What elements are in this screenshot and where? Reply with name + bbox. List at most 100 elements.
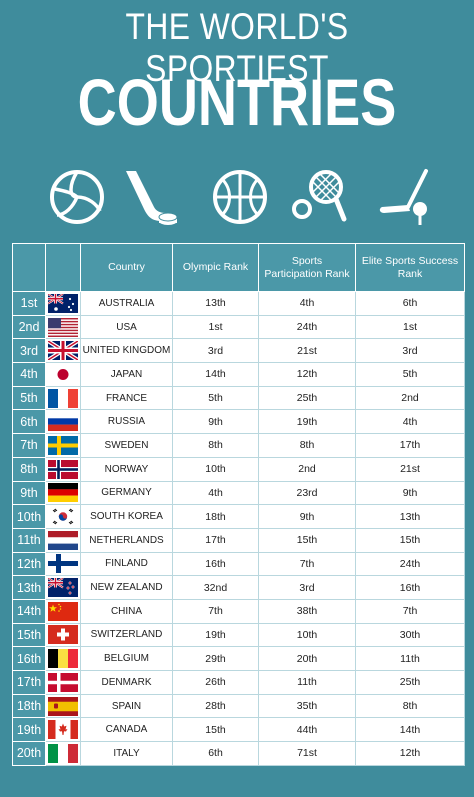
- uk-flag-icon: [48, 341, 78, 361]
- table-row: 7th SWEDEN 8th 8th 17th: [12, 433, 465, 458]
- rank-cell: 9th: [12, 480, 46, 506]
- flag-cell: [45, 693, 81, 719]
- elite-rank-cell: 14th: [355, 717, 465, 743]
- participation-rank-cell: 24th: [258, 314, 356, 340]
- flag-cell: [45, 670, 81, 695]
- usa-flag-icon: [48, 317, 78, 337]
- flag-cell: [45, 598, 81, 624]
- olympic-rank-cell: 29th: [172, 646, 259, 671]
- elite-rank-cell: 12th: [355, 741, 465, 766]
- header-rank: [12, 243, 46, 292]
- basketball-icon: [210, 166, 270, 228]
- rank-cell: 10th: [12, 504, 46, 529]
- elite-rank-cell: 8th: [355, 693, 465, 719]
- participation-rank-cell: 38th: [258, 598, 356, 624]
- rank-cell: 2nd: [12, 314, 46, 340]
- table-row: 16th BELGIUM 29th 20th 11th: [12, 646, 465, 671]
- elite-rank-cell: 21st: [355, 456, 465, 482]
- participation-rank-cell: 12th: [258, 362, 356, 387]
- australia-flag-icon: [48, 293, 78, 313]
- finland-flag-icon: [48, 554, 78, 574]
- southkorea-flag-icon: [48, 507, 78, 527]
- header-participation-rank: Sports Participation Rank: [258, 243, 356, 292]
- rank-cell: 20th: [12, 741, 46, 766]
- elite-rank-cell: 24th: [355, 551, 465, 577]
- olympic-rank-cell: 16th: [172, 551, 259, 577]
- country-cell: DENMARK: [80, 670, 173, 695]
- flag-cell: [45, 314, 81, 340]
- country-cell: JAPAN: [80, 362, 173, 387]
- country-cell: USA: [80, 314, 173, 340]
- rank-cell: 18th: [12, 693, 46, 719]
- olympic-rank-cell: 7th: [172, 598, 259, 624]
- japan-flag-icon: [48, 364, 78, 384]
- germany-flag-icon: [48, 483, 78, 503]
- rank-cell: 19th: [12, 717, 46, 743]
- participation-rank-cell: 71st: [258, 741, 356, 766]
- table-row: 12th FINLAND 16th 7th 24th: [12, 551, 465, 577]
- participation-rank-cell: 7th: [258, 551, 356, 577]
- flag-cell: [45, 527, 81, 553]
- header-olympic-rank: Olympic Rank: [172, 243, 259, 292]
- participation-rank-cell: 15th: [258, 527, 356, 553]
- country-cell: NETHERLANDS: [80, 527, 173, 553]
- table-row: 8th NORWAY 10th 2nd 21st: [12, 456, 465, 482]
- table-row: 6th RUSSIA 9th 19th 4th: [12, 409, 465, 435]
- rankings-table-wrapper: Country Olympic Rank Sports Participatio…: [12, 243, 465, 766]
- table-header-row: Country Olympic Rank Sports Participatio…: [12, 243, 465, 292]
- rank-cell: 1st: [12, 291, 46, 316]
- china-flag-icon: [48, 601, 78, 621]
- tennis-icon: [290, 166, 350, 228]
- olympic-rank-cell: 4th: [172, 480, 259, 506]
- italy-flag-icon: [48, 743, 78, 763]
- participation-rank-cell: 8th: [258, 433, 356, 458]
- flag-cell: [45, 291, 81, 316]
- table-row: 1st AUSTRALIA 13th 4th 6th: [12, 291, 465, 316]
- participation-rank-cell: 11th: [258, 670, 356, 695]
- flag-cell: [45, 480, 81, 506]
- rank-cell: 11th: [12, 527, 46, 553]
- norway-flag-icon: [48, 459, 78, 479]
- elite-rank-cell: 17th: [355, 433, 465, 458]
- participation-rank-cell: 2nd: [258, 456, 356, 482]
- flag-cell: [45, 456, 81, 482]
- rank-cell: 7th: [12, 433, 46, 458]
- country-cell: CANADA: [80, 717, 173, 743]
- participation-rank-cell: 20th: [258, 646, 356, 671]
- participation-rank-cell: 44th: [258, 717, 356, 743]
- flag-cell: [45, 504, 81, 529]
- olympic-rank-cell: 8th: [172, 433, 259, 458]
- title-line-1: THE WORLD'S SPORTIEST: [125, 6, 349, 89]
- rank-cell: 14th: [12, 598, 46, 624]
- olympic-rank-cell: 3rd: [172, 338, 259, 364]
- olympic-rank-cell: 1st: [172, 314, 259, 340]
- table-row: 4th JAPAN 14th 12th 5th: [12, 362, 465, 387]
- rank-cell: 8th: [12, 456, 46, 482]
- participation-rank-cell: 25th: [258, 385, 356, 411]
- rank-cell: 6th: [12, 409, 46, 435]
- newzealand-flag-icon: [48, 578, 78, 598]
- olympic-rank-cell: 26th: [172, 670, 259, 695]
- participation-rank-cell: 35th: [258, 693, 356, 719]
- sweden-flag-icon: [48, 435, 78, 455]
- country-cell: SWITZERLAND: [80, 622, 173, 648]
- canada-flag-icon: [48, 720, 78, 740]
- table-row: 13th NEW ZEALAND 32nd 3rd 16th: [12, 575, 465, 600]
- participation-rank-cell: 4th: [258, 291, 356, 316]
- country-cell: RUSSIA: [80, 409, 173, 435]
- elite-rank-cell: 2nd: [355, 385, 465, 411]
- flag-cell: [45, 338, 81, 364]
- header-country: Country: [80, 243, 173, 292]
- country-cell: FRANCE: [80, 385, 173, 411]
- flag-cell: [45, 575, 81, 600]
- table-row: 19th CANADA 15th 44th 14th: [12, 717, 465, 743]
- belgium-flag-icon: [48, 649, 78, 669]
- spain-flag-icon: [48, 696, 78, 716]
- rank-cell: 3rd: [12, 338, 46, 364]
- flag-cell: [45, 409, 81, 435]
- elite-rank-cell: 5th: [355, 362, 465, 387]
- table-row: 17th DENMARK 26th 11th 25th: [12, 670, 465, 695]
- flag-cell: [45, 385, 81, 411]
- olympic-rank-cell: 9th: [172, 409, 259, 435]
- header-flag: [45, 243, 81, 292]
